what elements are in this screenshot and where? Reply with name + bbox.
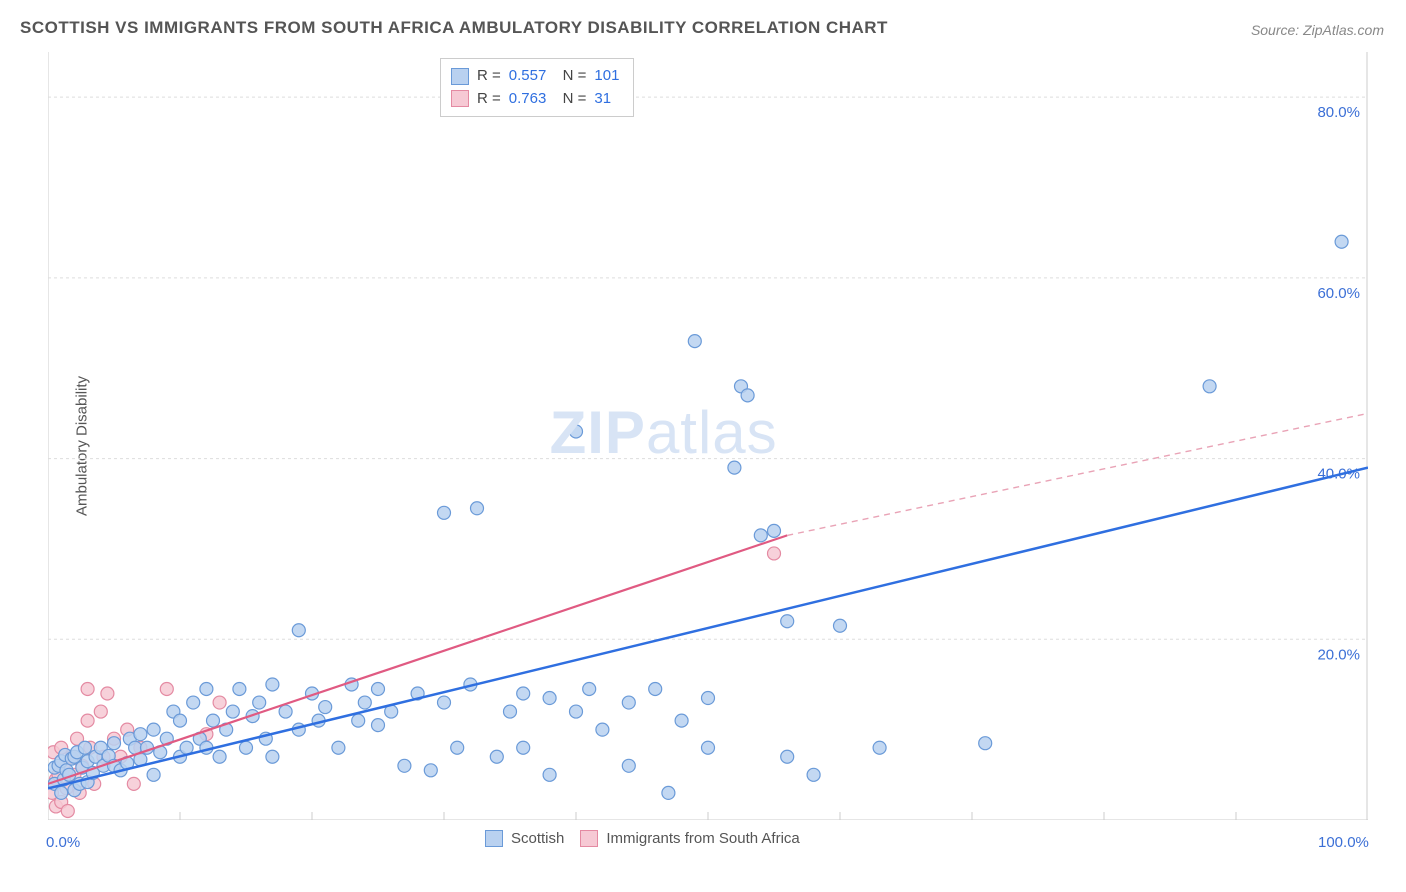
chart-container: SCOTTISH VS IMMIGRANTS FROM SOUTH AFRICA… bbox=[0, 0, 1406, 892]
r-value-immigrants: 0.763 bbox=[509, 88, 547, 111]
swatch-scottish bbox=[451, 68, 469, 85]
swatch-scottish-bottom bbox=[485, 830, 503, 847]
source-name: ZipAtlas.com bbox=[1303, 22, 1384, 38]
swatch-immigrants-bottom bbox=[580, 830, 598, 847]
legend-row-immigrants: R = 0.763 N = 31 bbox=[451, 88, 619, 111]
svg-text:80.0%: 80.0% bbox=[1317, 104, 1360, 121]
svg-text:20.0%: 20.0% bbox=[1317, 646, 1360, 663]
scatter-plot: 20.0%40.0%60.0%80.0% bbox=[48, 52, 1368, 820]
legend-item-scottish: Scottish bbox=[485, 830, 564, 847]
r-label: R = bbox=[477, 88, 501, 111]
chart-title: SCOTTISH VS IMMIGRANTS FROM SOUTH AFRICA… bbox=[20, 18, 888, 38]
source-citation: Source: ZipAtlas.com bbox=[1251, 22, 1384, 38]
x-axis-min-label: 0.0% bbox=[46, 834, 80, 851]
correlation-legend: R = 0.557 N = 101 R = 0.763 N = 31 bbox=[440, 58, 634, 117]
x-axis-max-label: 100.0% bbox=[1318, 834, 1369, 851]
n-label: N = bbox=[554, 65, 586, 88]
legend-row-scottish: R = 0.557 N = 101 bbox=[451, 65, 619, 88]
legend-label-immigrants: Immigrants from South Africa bbox=[606, 830, 799, 847]
legend-item-immigrants: Immigrants from South Africa bbox=[580, 830, 799, 847]
series-legend: Scottish Immigrants from South Africa bbox=[485, 830, 800, 847]
r-value-scottish: 0.557 bbox=[509, 65, 547, 88]
r-label: R = bbox=[477, 65, 501, 88]
n-value-scottish: 101 bbox=[594, 65, 619, 88]
n-label: N = bbox=[554, 88, 586, 111]
source-prefix: Source: bbox=[1251, 22, 1303, 38]
legend-label-scottish: Scottish bbox=[511, 830, 564, 847]
swatch-immigrants bbox=[451, 90, 469, 107]
svg-text:60.0%: 60.0% bbox=[1317, 285, 1360, 302]
n-value-immigrants: 31 bbox=[594, 88, 611, 111]
